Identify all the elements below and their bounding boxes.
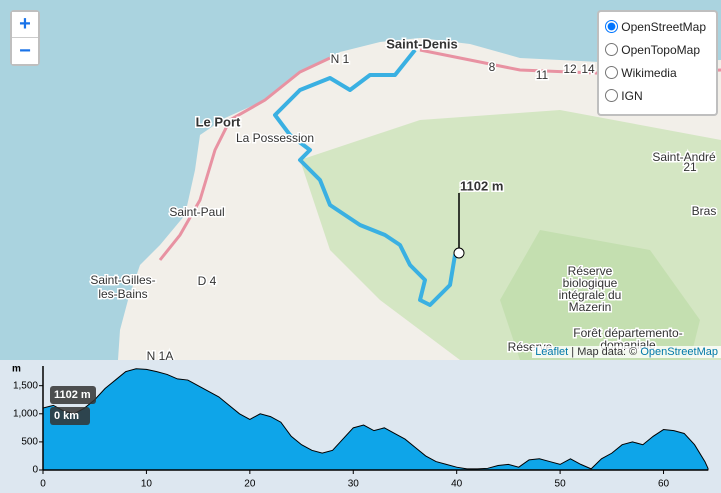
y-tick-label: 1,000 xyxy=(13,408,38,419)
leaflet-link[interactable]: Leaflet xyxy=(535,346,569,358)
layer-name: IGN xyxy=(621,89,643,103)
place-label: intégrale du xyxy=(559,288,622,302)
layer-name: OpenTopoMap xyxy=(621,43,701,57)
y-axis-label: m xyxy=(12,364,21,375)
layer-name: Wikimedia xyxy=(621,66,677,80)
tooltip-box xyxy=(50,407,90,425)
road-label: 21 xyxy=(683,160,697,174)
x-tick-label: 10 xyxy=(141,479,153,490)
place-label: Le Port xyxy=(196,114,241,129)
place-label: biologique xyxy=(563,276,618,290)
place-label: Réserve xyxy=(568,264,613,278)
y-tick-label: 0 xyxy=(32,465,38,476)
elevation-area xyxy=(42,368,709,471)
place-label: Forêt départemento- xyxy=(573,326,682,340)
layer-option[interactable]: OpenStreetMap xyxy=(605,18,706,41)
layer-radio[interactable] xyxy=(605,66,619,79)
place-label: Saint-André xyxy=(652,150,716,164)
x-tick-label: 60 xyxy=(658,479,670,490)
zoom-out[interactable]: − xyxy=(12,38,38,64)
place-label: les-Bains xyxy=(98,287,147,301)
layer-radio[interactable] xyxy=(605,20,619,33)
road-label: 11 xyxy=(536,68,549,82)
reserve xyxy=(500,230,700,360)
tooltip-text: 1102 m xyxy=(54,389,91,401)
x-tick-label: 20 xyxy=(244,479,256,490)
marker xyxy=(453,247,465,259)
zoom-control: + − xyxy=(10,10,40,66)
road-label: N 1 xyxy=(331,52,350,66)
road-label: 14 xyxy=(581,62,595,76)
place-label: La Possession xyxy=(236,131,314,145)
zoom-in[interactable]: + xyxy=(12,12,38,38)
layer-name: OpenStreetMap xyxy=(621,20,706,34)
y-tick-label: 500 xyxy=(21,437,38,448)
place-label: Bras xyxy=(692,204,717,218)
place-label: Mazerin xyxy=(569,300,612,314)
place-label: Saint-Paul xyxy=(169,205,224,219)
y-tick-label: 1,500 xyxy=(13,380,38,391)
x-tick-label: 40 xyxy=(451,479,463,490)
tooltip-box xyxy=(50,386,96,404)
marker-label: 1102 m xyxy=(460,178,503,193)
layer-option[interactable]: Wikimedia xyxy=(605,64,706,87)
attribution: Leaflet | Map data: © OpenStreetMap xyxy=(532,346,721,358)
x-tick-label: 50 xyxy=(555,479,567,490)
layer-control: OpenStreetMap OpenTopoMap Wikimedia IGN xyxy=(597,10,718,116)
place-label: Saint-Gilles- xyxy=(90,273,155,287)
road-label: 8 xyxy=(489,60,496,74)
route xyxy=(273,48,460,307)
road-label: D 4 xyxy=(198,274,217,288)
layer-option[interactable]: OpenTopoMap xyxy=(605,41,706,64)
elevation-chart: 0 500 1,000 1,500 0 10 20 30 40 50 60 m 1102 m 0 km xyxy=(12,364,709,490)
layer-option[interactable]: IGN xyxy=(605,87,706,110)
road-label: 12 xyxy=(563,62,577,76)
x-tick-label: 0 xyxy=(40,479,46,490)
road xyxy=(158,56,331,261)
layer-radio[interactable] xyxy=(605,89,619,102)
tooltip-text: 0 km xyxy=(54,410,79,422)
osm-link[interactable]: OpenStreetMap xyxy=(640,346,718,358)
attribution-text: | Map data: © xyxy=(571,346,638,358)
x-tick-label: 30 xyxy=(348,479,360,490)
layer-radio[interactable] xyxy=(605,43,619,56)
place-label: Saint-Denis xyxy=(386,36,458,51)
